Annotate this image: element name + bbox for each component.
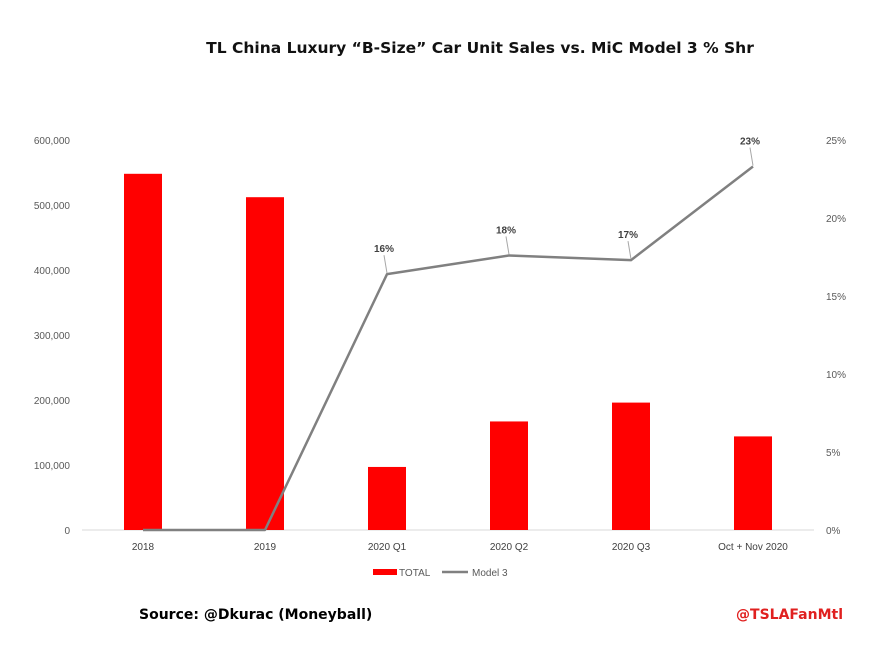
line-series: 16% 18% 17% 23% (143, 137, 760, 532)
data-label: 16% (374, 244, 394, 255)
right-tick-label: 20% (826, 214, 846, 225)
category-label: Oct + Nov 2020 (718, 542, 788, 553)
left-tick-label: 200,000 (34, 396, 71, 407)
category-label: 2020 Q2 (490, 542, 529, 553)
line-model3 (143, 165, 754, 532)
right-tick-label: 0% (826, 526, 841, 537)
right-tick-label: 25% (826, 136, 846, 147)
left-tick-label: 300,000 (34, 331, 71, 342)
left-tick-label: 100,000 (34, 461, 71, 472)
bar-total (612, 402, 650, 530)
data-label-leader (627, 241, 632, 260)
legend-swatch-total (373, 569, 397, 575)
right-axis: 0% 5% 10% 15% 20% 25% (826, 136, 846, 537)
left-tick-label: 0 (64, 526, 70, 537)
right-tick-label: 10% (826, 370, 846, 381)
left-axis: 0 100,000 200,000 300,000 400,000 500,000 600,… (34, 136, 71, 537)
chart-title: TL China Luxury “B-Size” Car Unit Sales … (206, 39, 754, 57)
bar-total (490, 421, 528, 530)
data-label: 17% (618, 230, 638, 241)
data-label-leader (749, 147, 754, 166)
left-tick-label: 400,000 (34, 266, 71, 277)
bar-series (124, 173, 772, 531)
left-tick-label: 500,000 (34, 201, 71, 212)
legend-label-total: TOTAL (399, 568, 431, 579)
legend-label-model3: Model 3 (472, 568, 508, 579)
bar-total (124, 173, 162, 531)
bar-total (368, 466, 406, 530)
right-tick-label: 15% (826, 292, 846, 303)
category-label: 2018 (132, 542, 155, 553)
source-note: Source: @Dkurac (Moneyball) (139, 607, 372, 623)
author-handle: @TSLAFanMtl (736, 607, 843, 623)
data-label-leader (505, 236, 510, 255)
bar-total (734, 436, 772, 530)
left-tick-label: 600,000 (34, 136, 71, 147)
legend: TOTAL Model 3 (373, 568, 508, 579)
data-label-leader (383, 255, 388, 274)
data-label: 18% (496, 225, 516, 236)
category-axis: 2018 2019 2020 Q1 2020 Q2 2020 Q3 Oct + Nov 2… (132, 542, 788, 553)
data-label: 23% (740, 137, 760, 148)
category-label: 2019 (254, 542, 277, 553)
category-label: 2020 Q1 (368, 542, 407, 553)
bar-total (246, 197, 284, 530)
right-tick-label: 5% (826, 448, 841, 459)
category-label: 2020 Q3 (612, 542, 651, 553)
